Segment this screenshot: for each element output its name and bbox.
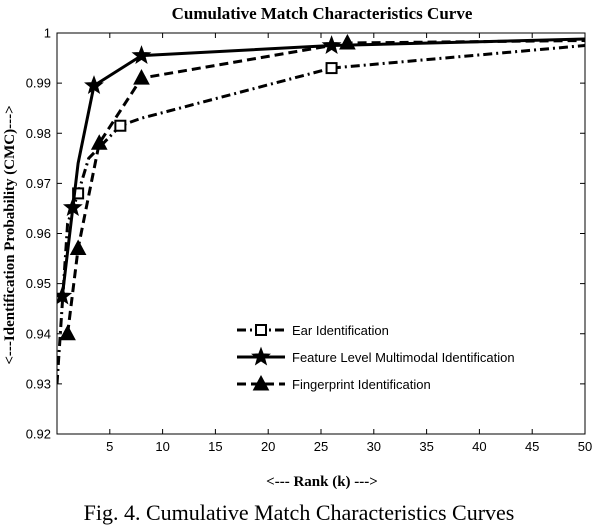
x-tick-label: 15 bbox=[208, 439, 222, 454]
x-tick-label: 5 bbox=[106, 439, 113, 454]
feature-level-multimodal-identification-point bbox=[57, 285, 73, 305]
y-tick-label: 0.92 bbox=[26, 427, 51, 442]
x-tick-label: 10 bbox=[155, 439, 169, 454]
fingerprint-identification-point bbox=[133, 69, 150, 85]
ear-identification-point bbox=[114, 119, 127, 132]
x-tick-label: 40 bbox=[472, 439, 486, 454]
feature-level-multimodal-identification-point bbox=[131, 45, 152, 64]
ear-identification-line bbox=[57, 44, 585, 384]
fingerprint-identification-point bbox=[339, 33, 356, 50]
y-tick-label: 0.98 bbox=[26, 126, 51, 141]
legend-marker-fingerprint-identification bbox=[252, 374, 270, 391]
feature-level-multimodal-identification-line bbox=[60, 37, 585, 297]
y-tick-label: 0.99 bbox=[26, 76, 51, 91]
legend-label-ear-identification: Ear Identification bbox=[292, 323, 389, 338]
legend-label-fingerprint-identification: Fingerprint Identification bbox=[292, 377, 431, 392]
legend-marker-feature-level-multimodal-identification bbox=[251, 346, 271, 366]
x-tick-label: 35 bbox=[419, 439, 433, 454]
x-tick-label: 25 bbox=[314, 439, 328, 454]
y-tick-label: 0.93 bbox=[26, 376, 51, 391]
x-tick-label: 30 bbox=[367, 439, 381, 454]
y-tick-label: 0.96 bbox=[26, 226, 51, 241]
y-tick-label: 1 bbox=[44, 26, 51, 41]
x-tick-label: 45 bbox=[525, 439, 539, 454]
y-tick-label: 0.97 bbox=[26, 176, 51, 191]
legend-label-feature-level-multimodal-identification: Feature Level Multimodal Identification bbox=[292, 350, 515, 365]
feature-level-multimodal-identification-series bbox=[57, 35, 585, 305]
y-tick-label: 0.95 bbox=[26, 276, 51, 291]
figure-caption: Fig. 4. Cumulative Match Characteristics… bbox=[83, 500, 515, 525]
x-tick-label: 20 bbox=[261, 439, 275, 454]
plot-frame bbox=[56, 32, 586, 435]
fingerprint-identification-point bbox=[90, 134, 108, 150]
y-tick-label: 0.94 bbox=[26, 326, 51, 341]
feature-level-multimodal-identification-point bbox=[84, 75, 104, 95]
legend-marker-ear-identification bbox=[255, 324, 267, 336]
fingerprint-identification-point bbox=[69, 239, 87, 256]
chart-title: Cumulative Match Characteristics Curve bbox=[172, 4, 473, 23]
legend: Ear Identification Feature Level Multimod… bbox=[237, 323, 515, 392]
y-axis-label: <---Identification Probability (CMC)---> bbox=[2, 105, 18, 364]
feature-level-multimodal-identification-point bbox=[62, 197, 83, 217]
ear-identification-point bbox=[325, 62, 338, 75]
plot-area: 5 10 15 20 25 30 35 40 45 50 0.92 0.93 0.94 0.95 0.96 0… bbox=[26, 26, 593, 455]
x-axis-label: <--- Rank (k) ---> bbox=[266, 474, 378, 490]
fingerprint-identification-point bbox=[59, 324, 76, 341]
x-tick-label: 50 bbox=[578, 439, 592, 454]
fingerprint-identification-series bbox=[59, 33, 585, 341]
